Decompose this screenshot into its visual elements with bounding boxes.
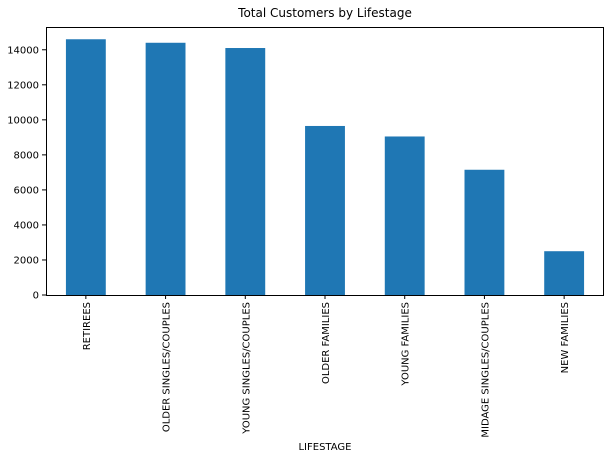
x-axis-label: LIFESTAGE	[298, 442, 351, 453]
bar-young-families	[384, 136, 425, 295]
x-tick-label: NEW FAMILIES	[560, 302, 571, 373]
chart-title: Total Customers by Lifestage	[237, 6, 412, 20]
bar-new-families	[544, 251, 585, 295]
x-tick-label: MIDAGE SINGLES/COUPLES	[480, 302, 491, 438]
x-tick-label: YOUNG SINGLES/COUPLES	[241, 302, 252, 435]
y-tick-label: 10000	[7, 115, 39, 126]
y-tick-label: 14000	[7, 45, 39, 56]
y-tick-label: 2000	[14, 255, 39, 266]
bars-group	[65, 39, 585, 296]
y-tick-label: 12000	[7, 80, 39, 91]
bar-older-singles-couples	[145, 42, 186, 295]
x-tick-label: RETIREES	[82, 302, 93, 350]
x-tick-label: OLDER FAMILIES	[321, 302, 332, 384]
bar-midage-singles-couples	[464, 169, 505, 295]
bar-young-singles-couples	[225, 48, 266, 295]
bar-retirees	[65, 39, 106, 295]
x-tick-label: OLDER SINGLES/COUPLES	[162, 302, 173, 432]
plot-frame	[46, 27, 604, 296]
x-tick-label: YOUNG FAMILIES	[401, 302, 412, 387]
bar-older-families	[305, 125, 345, 296]
y-tick-label: 8000	[14, 150, 39, 161]
x-axis: RETIREES OLDER SINGLES/COUPLES YOUNG SINGL…	[82, 295, 571, 438]
y-tick-label: 0	[33, 291, 39, 302]
y-tick-label: 4000	[14, 220, 39, 231]
y-axis: 0 2000 4000 6000 8000 10000 12000 14000	[7, 45, 46, 302]
y-tick-label: 6000	[14, 185, 39, 196]
